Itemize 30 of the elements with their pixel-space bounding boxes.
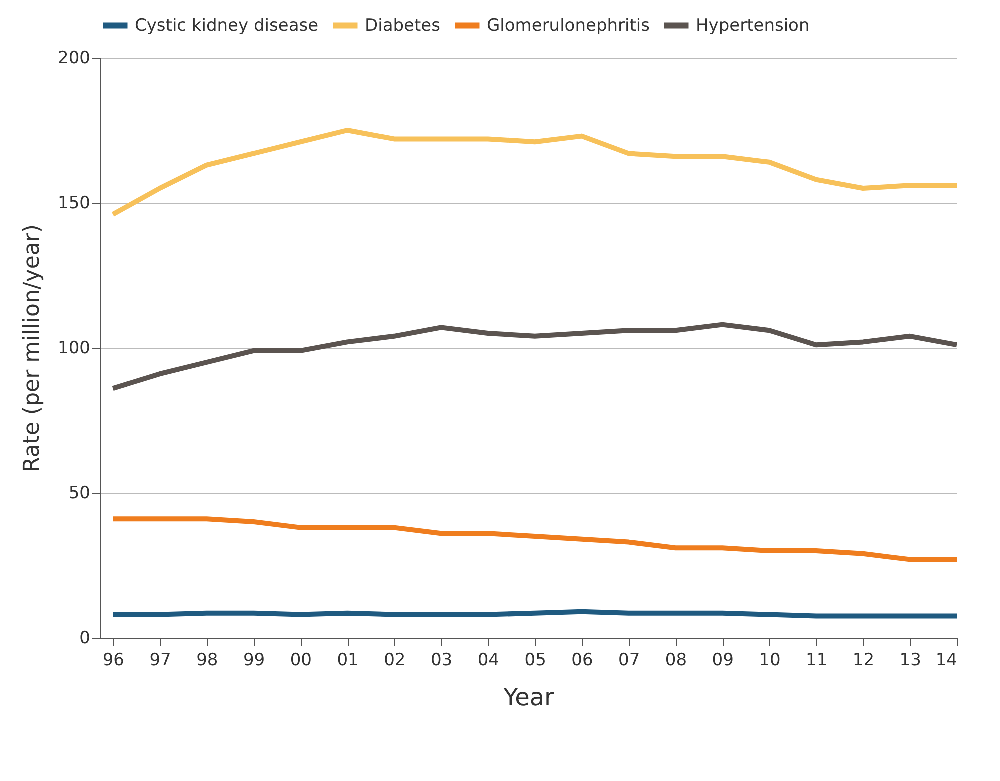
y-tick-label: 200 <box>58 48 90 68</box>
x-tick-label: 06 <box>572 650 594 670</box>
x-tick-label: 10 <box>759 650 781 670</box>
x-tick-label: 13 <box>900 650 922 670</box>
legend-label: Cystic kidney disease <box>135 16 319 36</box>
x-tick-label: 96 <box>102 650 124 670</box>
y-tick-label: 100 <box>58 338 90 358</box>
x-tick-label: 00 <box>290 650 312 670</box>
x-axis-title: Year <box>502 684 555 712</box>
y-axis-title: Rate (per million/year) <box>20 224 46 472</box>
x-tick-label: 08 <box>665 650 688 670</box>
x-tick-label: 02 <box>384 650 406 670</box>
x-tick-label: 04 <box>478 650 500 670</box>
x-tick-label: 05 <box>524 650 546 670</box>
x-tick-label: 98 <box>196 650 218 670</box>
y-tick-label: 50 <box>68 484 90 504</box>
x-tick-label: 12 <box>852 650 875 670</box>
y-tick-label: 0 <box>80 628 90 648</box>
x-tick-label: 01 <box>337 650 359 670</box>
legend-label: Glomerulonephritis <box>487 16 650 36</box>
x-tick-label: 11 <box>806 650 828 670</box>
x-tick-label: 07 <box>618 650 640 670</box>
x-tick-label: 99 <box>243 650 266 670</box>
x-tick-label: 97 <box>150 650 172 670</box>
x-tick-label: 14 <box>936 650 958 670</box>
legend-label: Diabetes <box>365 16 441 36</box>
y-tick-label: 150 <box>58 194 90 214</box>
x-tick-label: 09 <box>712 650 734 670</box>
legend-label: Hypertension <box>696 16 810 36</box>
x-tick-label: 03 <box>430 650 453 670</box>
